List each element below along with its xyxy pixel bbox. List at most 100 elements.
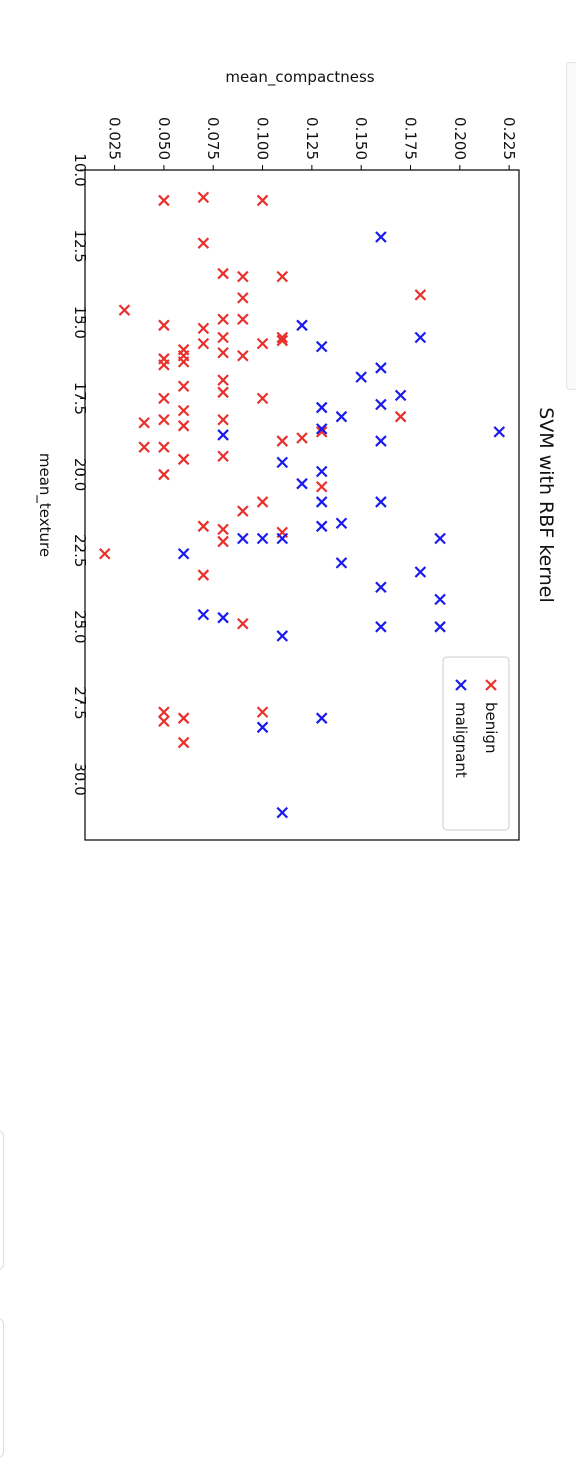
benign-point — [315, 426, 328, 438]
benign-point — [237, 617, 249, 630]
malignant-point — [335, 517, 348, 530]
benign-point — [177, 380, 190, 393]
benign-point — [197, 337, 210, 350]
benign-point — [158, 319, 170, 332]
benign-point — [197, 237, 210, 249]
malignant-point — [256, 532, 269, 545]
legend-marker-malignant — [455, 679, 467, 691]
x-tick-label: 17.5 — [71, 382, 89, 415]
malignant-point — [493, 426, 506, 438]
benign-point — [158, 413, 170, 426]
benign-point — [237, 349, 249, 362]
benign-point — [177, 736, 190, 749]
benign-point — [394, 410, 407, 423]
benign-point — [158, 706, 170, 718]
benign-point — [296, 432, 308, 444]
malignant-point — [315, 520, 328, 533]
x-tick-label: 27.5 — [71, 686, 89, 719]
chart-title: SVM with RBF kernel — [535, 407, 557, 603]
benign-point — [158, 194, 170, 207]
y-tick-label: 0.100 — [254, 117, 272, 160]
benign-point — [197, 322, 210, 335]
benign-point — [217, 346, 229, 359]
benign-point — [158, 715, 170, 728]
benign-point — [217, 374, 229, 386]
benign-point — [276, 334, 289, 347]
benign-point — [414, 289, 427, 301]
malignant-point — [375, 621, 387, 633]
legend-label-malignant: malignant — [452, 702, 470, 778]
benign-point — [256, 496, 269, 508]
malignant-point — [315, 340, 328, 353]
y-tick-label: 0.175 — [402, 117, 420, 160]
malignant-point — [296, 319, 308, 332]
benign-point — [276, 270, 289, 283]
malignant-point — [256, 721, 269, 734]
legend-box — [442, 656, 510, 831]
y-tick-label: 0.150 — [352, 117, 370, 160]
malignant-point — [276, 806, 289, 819]
x-tick-label: 22.5 — [71, 534, 89, 567]
benign-point — [177, 356, 190, 368]
malignant-point — [394, 389, 407, 402]
benign-point — [177, 420, 190, 432]
y-axis: 0.025 0.050 0.075 0.100 0.125 0.150 0.175 0.200… — [106, 117, 518, 170]
benign-point — [237, 292, 249, 304]
benign-point — [217, 450, 229, 463]
benign-point — [217, 313, 229, 326]
benign-point — [276, 331, 289, 344]
benign-point — [177, 404, 190, 417]
x-tick-label: 10.0 — [71, 153, 89, 186]
y-tick-label: 0.225 — [500, 117, 518, 160]
benign-point — [177, 712, 190, 724]
benign-point — [237, 505, 249, 517]
malignant-point — [375, 435, 387, 447]
benign-point — [138, 441, 150, 453]
malignant-point — [375, 398, 387, 411]
benign-point — [276, 435, 289, 447]
malignant-point — [414, 331, 427, 344]
malignant-point — [335, 410, 348, 423]
benign-point — [256, 706, 269, 718]
benign-point — [217, 535, 229, 548]
malignant-point — [315, 423, 328, 435]
benign-point — [197, 520, 210, 533]
benign-point — [177, 453, 190, 466]
y-tick-label: 0.125 — [303, 117, 321, 160]
benign-point — [315, 480, 328, 493]
benign-point — [217, 413, 229, 426]
malignant-point — [217, 429, 229, 441]
benign-point — [256, 337, 269, 350]
x-tick-label: 30.0 — [71, 762, 89, 795]
legend: benign malignant — [442, 656, 510, 831]
malignant-point — [434, 593, 446, 606]
malignant-point — [375, 581, 387, 594]
malignant-point — [414, 566, 427, 578]
malignant-point — [237, 532, 249, 545]
malignant-point — [335, 557, 348, 569]
malignant-point — [276, 630, 289, 642]
benign-point — [158, 468, 170, 481]
benign-point — [237, 313, 249, 326]
malignant-point — [197, 608, 210, 621]
x-tick-label: 12.5 — [71, 229, 89, 262]
legend-marker-benign — [485, 679, 497, 691]
benign-point — [197, 191, 210, 204]
x-axis-label: mean_texture — [35, 453, 54, 557]
malignant-point — [177, 547, 190, 560]
y-axis-label: mean_compactness — [225, 68, 374, 87]
plot-frame — [84, 169, 520, 841]
benign-point — [98, 547, 111, 560]
y-tick-label: 0.200 — [451, 117, 469, 160]
malignant-point — [375, 496, 387, 508]
malignant-point — [315, 712, 328, 724]
malignant-point — [276, 532, 289, 545]
malignant-point — [355, 371, 367, 383]
malignant-point — [315, 496, 328, 508]
malignant-point — [375, 362, 387, 374]
chart-title-group: SVM with RBF kernel — [535, 407, 557, 603]
malignant-point — [296, 477, 308, 490]
benign-point — [256, 392, 269, 405]
x-tick-label: 20.0 — [71, 458, 89, 491]
